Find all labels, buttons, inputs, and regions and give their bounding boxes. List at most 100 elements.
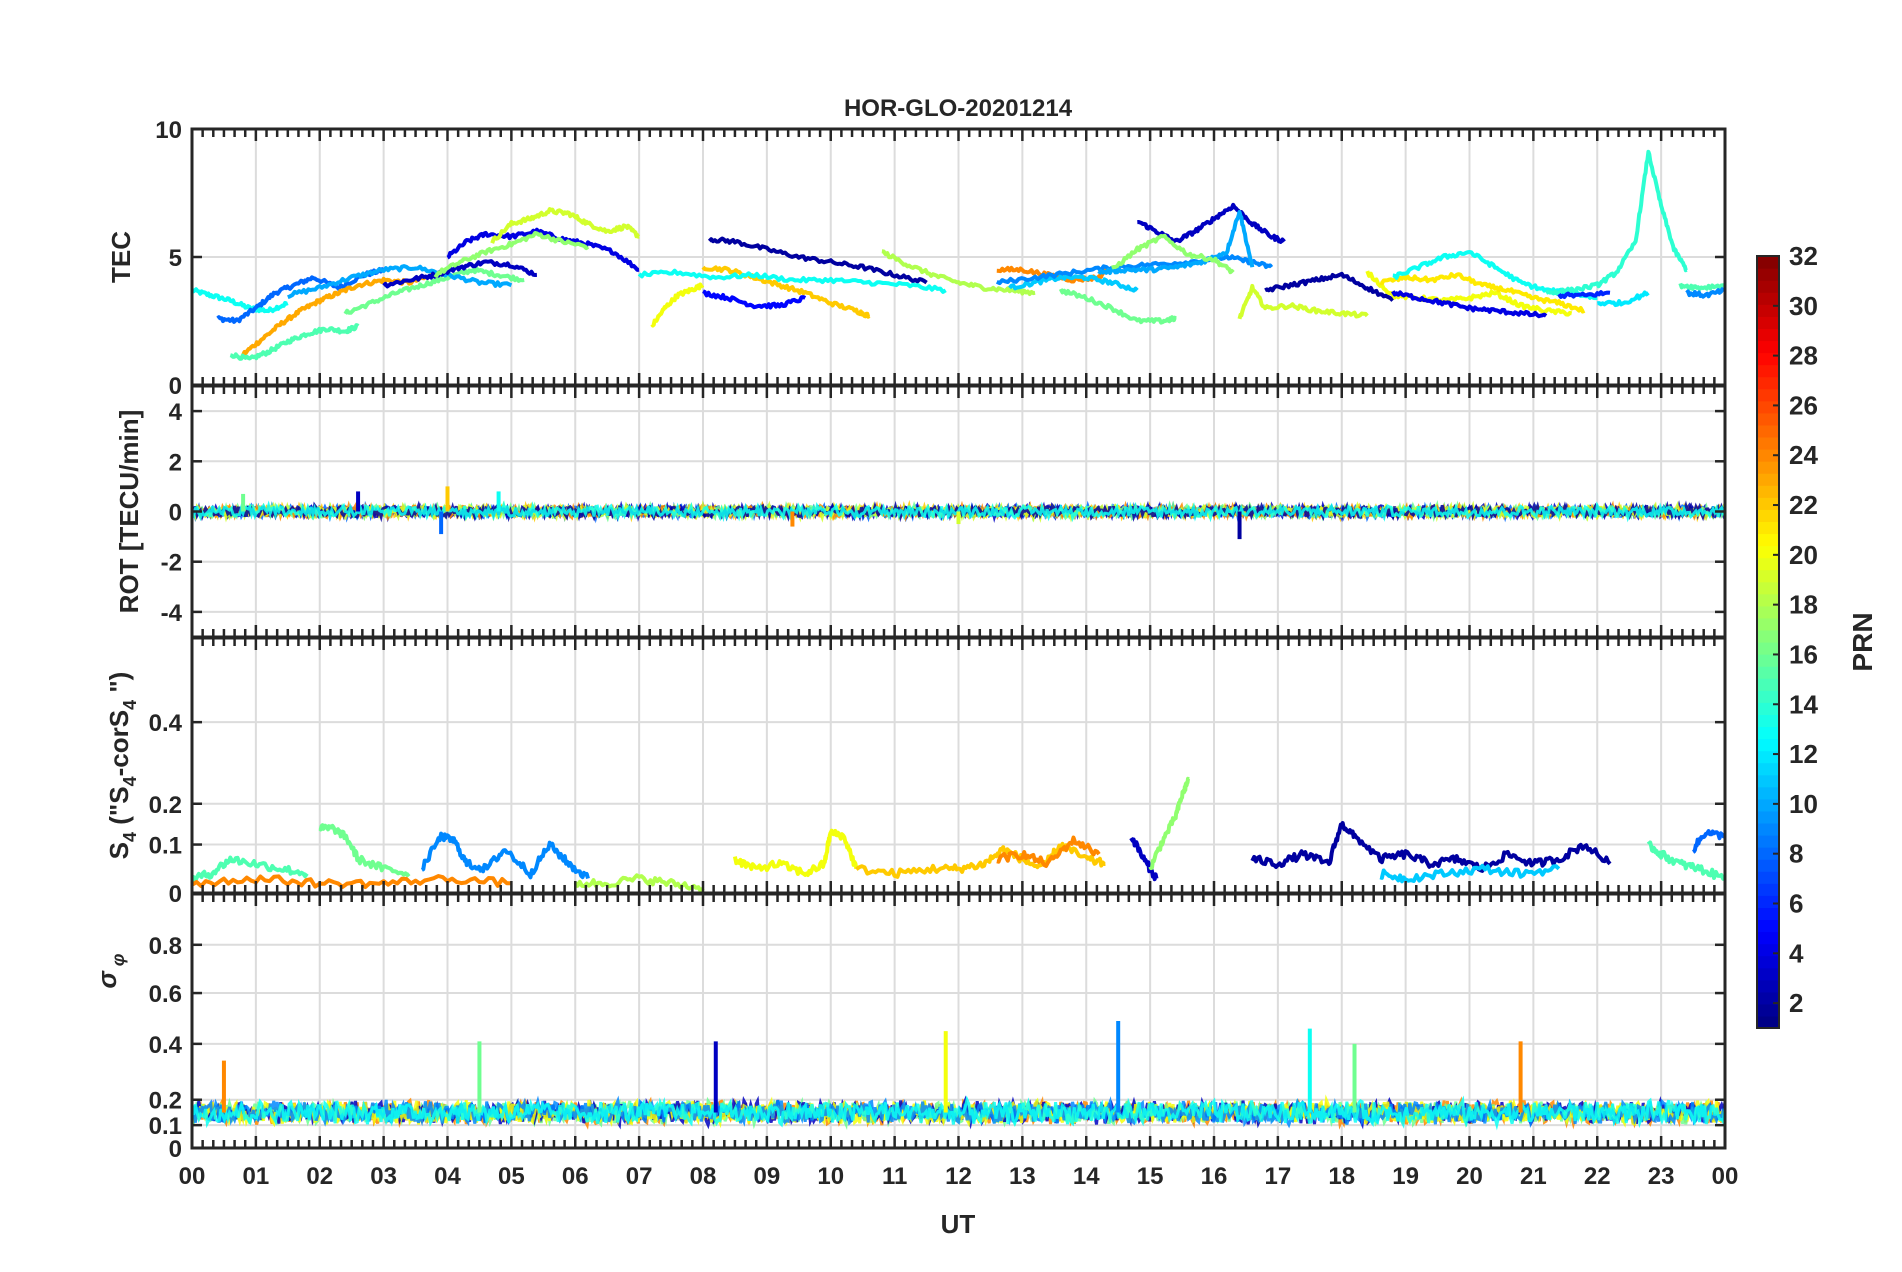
x-tick-label: 00	[179, 1163, 206, 1190]
colorbar-tick-label: 26	[1789, 390, 1818, 420]
series-prn-15	[192, 855, 309, 883]
colorbar-segment	[1757, 738, 1779, 752]
series-prn-16	[343, 266, 525, 315]
x-tick-label: 19	[1392, 1163, 1419, 1190]
colorbar-segment	[1757, 702, 1779, 715]
x-tick-label: 00	[1712, 1163, 1739, 1190]
ticks-sigma_phi	[190, 894, 1727, 1150]
colorbar-tick-label: 28	[1789, 341, 1818, 371]
panel-rot: -4 -2 0 2 4 ROT [TECU/min]	[114, 384, 1727, 639]
x-tick-label: 11	[882, 1163, 907, 1190]
series-prn-9	[1685, 287, 1725, 299]
colorbar-tick-label: 20	[1789, 540, 1818, 570]
colorbar-tick-label: 30	[1789, 291, 1818, 321]
series-prn-5	[702, 289, 807, 310]
colorbar-segment	[1757, 280, 1779, 293]
y-tick-label: 0	[169, 881, 182, 908]
series-prn-24	[996, 835, 1101, 868]
colorbar-segment	[1757, 473, 1779, 486]
colorbar-segment	[1757, 533, 1779, 547]
colorbar-segment	[1757, 955, 1779, 969]
colorbar-segment	[1757, 967, 1779, 981]
series-prn-13	[1392, 250, 1598, 301]
series-prn-19	[490, 207, 641, 244]
series-prn-9	[995, 254, 1274, 286]
y-tick-label: 0	[169, 1136, 182, 1163]
series-prn-9	[420, 831, 590, 880]
colorbar-segment	[1757, 895, 1779, 908]
colorbar-segment	[1757, 714, 1779, 728]
series-prn-13	[192, 287, 289, 314]
chart-title: HOR-GLO-20201214	[844, 95, 1073, 122]
y-tick-label: 0.4	[149, 1032, 183, 1059]
series-prn-15	[229, 323, 360, 361]
series-prn-19	[1237, 283, 1369, 320]
series-prn-22	[855, 841, 1106, 879]
colorbar-segment	[1757, 726, 1779, 740]
y-tick-label: 0.1	[149, 1113, 182, 1140]
colorbar-segment	[1757, 666, 1779, 679]
grid-s4	[191, 638, 1726, 894]
series-prn-10	[287, 264, 513, 300]
data-rot	[192, 486, 1725, 540]
colorbar-segment	[1757, 436, 1779, 450]
phi-subscript: φ	[108, 953, 128, 971]
colorbar-segment	[1757, 316, 1779, 329]
ticks-s4	[190, 638, 1727, 895]
series-prn-24	[192, 874, 512, 889]
colorbar-tick-label: 10	[1789, 789, 1818, 819]
y-tick-label: 0.1	[149, 833, 182, 860]
series-prn-14	[1545, 149, 1688, 296]
colorbar-segment	[1757, 822, 1779, 836]
x-tick-label: 08	[690, 1163, 717, 1190]
series-prn-17	[433, 231, 590, 278]
series-prn-3	[1136, 202, 1286, 244]
series-prn-10	[1097, 210, 1255, 275]
colorbar-tick-label: 2	[1789, 988, 1803, 1018]
colorbar-segment	[1757, 690, 1779, 703]
colorbar-segment	[1757, 557, 1779, 571]
y-tick-label: 0.2	[149, 1088, 182, 1115]
y-axis-label-part: 4	[120, 832, 140, 842]
y-tick-label: -2	[161, 550, 182, 577]
series-prn-15	[1646, 840, 1725, 881]
colorbar-segment	[1757, 859, 1779, 872]
colorbar-segment	[1757, 593, 1779, 607]
colorbar-segment	[1757, 461, 1779, 474]
series-prn-13	[192, 1095, 1725, 1131]
y-tick-label: 0	[169, 500, 182, 527]
series-prn-18	[881, 249, 1036, 296]
colorbar-segment	[1757, 449, 1779, 462]
series-prn-13	[637, 268, 947, 294]
ticks-tec	[190, 127, 1727, 387]
colorbar-segment	[1757, 678, 1779, 691]
colorbar-segment	[1757, 1015, 1779, 1029]
data-sigma_phi	[192, 1021, 1725, 1131]
colorbar-segment	[1757, 883, 1779, 896]
series-prn-4	[1391, 290, 1548, 319]
colorbar-label: PRN	[1847, 612, 1878, 671]
colorbar-segment	[1757, 943, 1779, 957]
series-prn-2	[1264, 271, 1395, 302]
y-tick-label: 5	[169, 245, 182, 272]
series-prn-3	[1129, 837, 1159, 882]
y-axis-label: σ φ	[92, 953, 128, 988]
colorbar-tick-label: 18	[1789, 590, 1818, 620]
colorbar-segment	[1757, 774, 1779, 788]
colorbar-tick-label: 12	[1789, 739, 1818, 769]
data-s4	[192, 776, 1725, 893]
y-tick-label: 2	[169, 449, 182, 476]
colorbar-tick-label: 8	[1789, 839, 1803, 869]
series-prn-9	[192, 1095, 1725, 1129]
colorbar-segment	[1757, 545, 1779, 559]
series-prn-2	[1250, 821, 1612, 873]
series-prn-17	[1110, 233, 1235, 275]
colorbar-segment	[1757, 810, 1779, 824]
series-prn-20	[732, 828, 859, 877]
series-prn-11	[1379, 863, 1561, 884]
colorbar-segment	[1757, 256, 1779, 269]
y-tick-label: 0.4	[149, 710, 183, 737]
y-axis-label: S4 ("S4-corS4 ")	[104, 672, 140, 860]
